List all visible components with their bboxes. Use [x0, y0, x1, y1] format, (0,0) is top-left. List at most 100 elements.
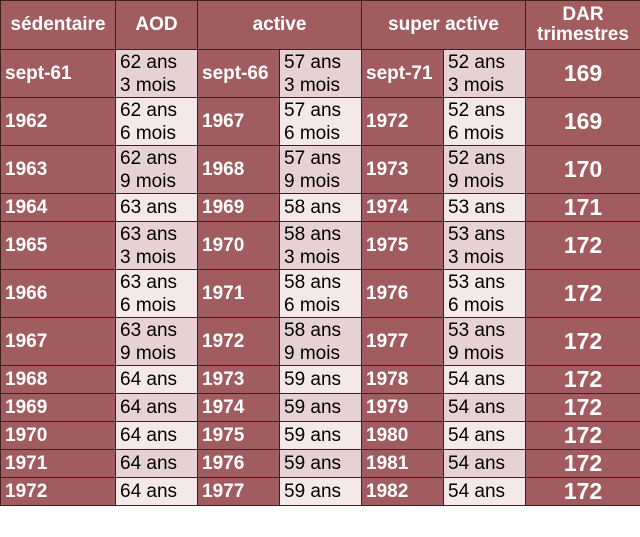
table-row: 1971 64 ans 1976 59 ans 1981 54 ans 172 — [0, 449, 640, 478]
sedentaire-cell: 1963 — [0, 145, 116, 194]
active-cell: sept-66 — [197, 49, 280, 98]
active-age-cell: 59 ans — [279, 421, 362, 450]
header-sedentaire: sédentaire — [0, 0, 116, 50]
dar-cell: 172 — [525, 477, 640, 506]
table-row: 1972 64 ans 1977 59 ans 1982 54 ans 172 — [0, 477, 640, 506]
super-active-age-cell: 52 ans 6 mois — [443, 97, 526, 146]
sedentaire-cell: 1965 — [0, 221, 116, 270]
super-active-cell: 1979 — [361, 393, 444, 422]
super-active-age-cell: 52 ans 3 mois — [443, 49, 526, 98]
dar-cell: 169 — [525, 49, 640, 98]
active-age-cell: 59 ans — [279, 477, 362, 506]
table-row: sept-61 62 ans 3 mois sept-66 57 ans 3 m… — [0, 49, 640, 98]
table-row: 1965 63 ans 3 mois 1970 58 ans 3 mois 19… — [0, 221, 640, 270]
sedentaire-cell: 1972 — [0, 477, 116, 506]
super-active-age-cell: 54 ans — [443, 449, 526, 478]
active-cell: 1975 — [197, 421, 280, 450]
active-cell: 1968 — [197, 145, 280, 194]
dar-cell: 172 — [525, 393, 640, 422]
header-aod: AOD — [115, 0, 198, 50]
aod-cell: 63 ans 3 mois — [115, 221, 198, 270]
header-dar-trimestres: DAR trimestres — [525, 0, 640, 50]
super-active-cell: 1973 — [361, 145, 444, 194]
aod-cell: 64 ans — [115, 393, 198, 422]
active-cell: 1977 — [197, 477, 280, 506]
dar-cell: 171 — [525, 193, 640, 222]
table-row: 1964 63 ans 1969 58 ans 1974 53 ans 171 — [0, 193, 640, 222]
active-age-cell: 58 ans 3 mois — [279, 221, 362, 270]
super-active-cell: 1974 — [361, 193, 444, 222]
sedentaire-cell: 1968 — [0, 365, 116, 394]
dar-cell: 172 — [525, 365, 640, 394]
active-age-cell: 58 ans — [279, 193, 362, 222]
dar-cell: 172 — [525, 449, 640, 478]
header-active: active — [197, 0, 362, 50]
aod-cell: 62 ans 6 mois — [115, 97, 198, 146]
aod-cell: 64 ans — [115, 477, 198, 506]
super-active-age-cell: 54 ans — [443, 393, 526, 422]
sedentaire-cell: 1971 — [0, 449, 116, 478]
aod-cell: 62 ans 3 mois — [115, 49, 198, 98]
aod-cell: 64 ans — [115, 449, 198, 478]
table-row: 1970 64 ans 1975 59 ans 1980 54 ans 172 — [0, 421, 640, 450]
active-age-cell: 57 ans 3 mois — [279, 49, 362, 98]
dar-cell: 172 — [525, 317, 640, 366]
aod-cell: 63 ans 9 mois — [115, 317, 198, 366]
active-age-cell: 59 ans — [279, 365, 362, 394]
active-cell: 1967 — [197, 97, 280, 146]
table-row: 1967 63 ans 9 mois 1972 58 ans 9 mois 19… — [0, 317, 640, 366]
active-cell: 1974 — [197, 393, 280, 422]
table-row: 1969 64 ans 1974 59 ans 1979 54 ans 172 — [0, 393, 640, 422]
super-active-cell: 1975 — [361, 221, 444, 270]
sedentaire-cell: 1970 — [0, 421, 116, 450]
active-cell: 1970 — [197, 221, 280, 270]
super-active-age-cell: 54 ans — [443, 365, 526, 394]
active-age-cell: 58 ans 6 mois — [279, 269, 362, 318]
header-super-active: super active — [361, 0, 526, 50]
super-active-cell: 1972 — [361, 97, 444, 146]
header-row: sédentaire AOD active super active DAR t… — [0, 0, 640, 50]
dar-cell: 172 — [525, 421, 640, 450]
super-active-cell: 1976 — [361, 269, 444, 318]
super-active-cell: 1977 — [361, 317, 444, 366]
active-cell: 1972 — [197, 317, 280, 366]
sedentaire-cell: 1967 — [0, 317, 116, 366]
sedentaire-cell: 1964 — [0, 193, 116, 222]
active-cell: 1971 — [197, 269, 280, 318]
super-active-age-cell: 53 ans 9 mois — [443, 317, 526, 366]
super-active-age-cell: 53 ans 3 mois — [443, 221, 526, 270]
sedentaire-cell: 1966 — [0, 269, 116, 318]
active-age-cell: 57 ans 9 mois — [279, 145, 362, 194]
dar-cell: 172 — [525, 269, 640, 318]
sedentaire-cell: 1969 — [0, 393, 116, 422]
active-cell: 1976 — [197, 449, 280, 478]
active-cell: 1973 — [197, 365, 280, 394]
super-active-age-cell: 53 ans 6 mois — [443, 269, 526, 318]
retirement-age-table: sédentaire AOD active super active DAR t… — [0, 0, 640, 506]
super-active-cell: 1978 — [361, 365, 444, 394]
active-cell: 1969 — [197, 193, 280, 222]
aod-cell: 63 ans 6 mois — [115, 269, 198, 318]
super-active-cell: sept-71 — [361, 49, 444, 98]
super-active-age-cell: 54 ans — [443, 477, 526, 506]
super-active-age-cell: 52 ans 9 mois — [443, 145, 526, 194]
active-age-cell: 59 ans — [279, 393, 362, 422]
active-age-cell: 57 ans 6 mois — [279, 97, 362, 146]
aod-cell: 64 ans — [115, 365, 198, 394]
active-age-cell: 58 ans 9 mois — [279, 317, 362, 366]
sedentaire-cell: sept-61 — [0, 49, 116, 98]
super-active-age-cell: 53 ans — [443, 193, 526, 222]
active-age-cell: 59 ans — [279, 449, 362, 478]
table-row: 1968 64 ans 1973 59 ans 1978 54 ans 172 — [0, 365, 640, 394]
dar-cell: 169 — [525, 97, 640, 146]
super-active-cell: 1980 — [361, 421, 444, 450]
table-row: 1963 62 ans 9 mois 1968 57 ans 9 mois 19… — [0, 145, 640, 194]
sedentaire-cell: 1962 — [0, 97, 116, 146]
dar-cell: 172 — [525, 221, 640, 270]
aod-cell: 63 ans — [115, 193, 198, 222]
super-active-cell: 1982 — [361, 477, 444, 506]
super-active-cell: 1981 — [361, 449, 444, 478]
table-row: 1962 62 ans 6 mois 1967 57 ans 6 mois 19… — [0, 97, 640, 146]
aod-cell: 64 ans — [115, 421, 198, 450]
super-active-age-cell: 54 ans — [443, 421, 526, 450]
